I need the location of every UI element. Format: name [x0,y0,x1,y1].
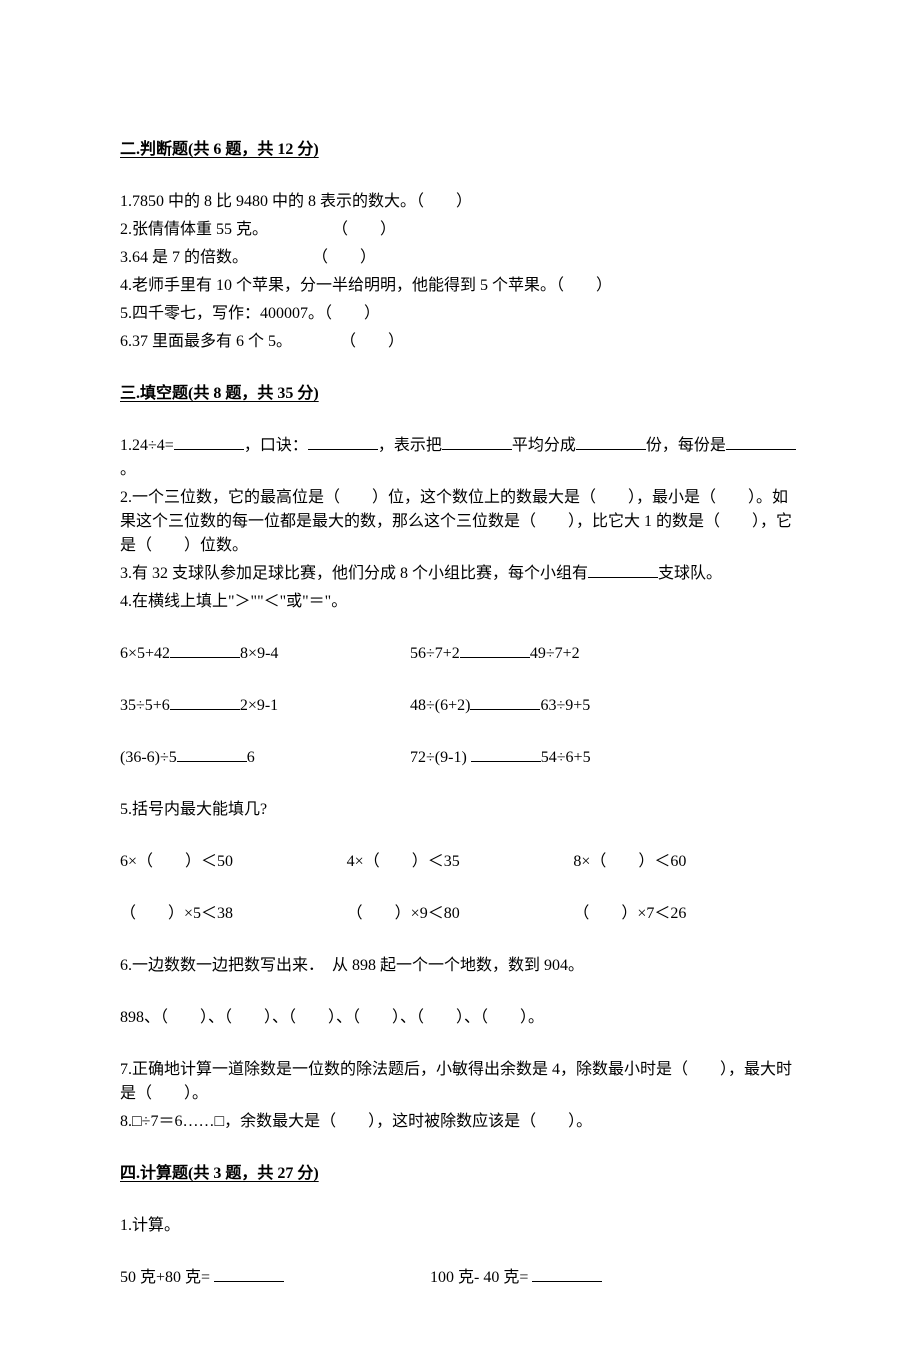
blank[interactable] [177,746,247,762]
fill-q5-intro: 5.括号内最大能填几? [120,798,800,822]
bracket-row-1: 6×（ ）＜50 4×（ ）＜35 8×（ ）＜60 [120,850,800,874]
blank[interactable] [174,434,244,450]
blank[interactable] [470,694,540,710]
judge-q5: 5.四千零七，写作：400007。（ ） [120,302,800,326]
fill-q2: 2.一个三位数，它的最高位是（ ）位，这个数位上的数最大是（ ），最小是（ ）。… [120,486,800,558]
blank[interactable] [576,434,646,450]
bracket-expr: 8×（ ）＜60 [573,850,800,874]
expr: 54÷6+5 [541,749,591,766]
blank[interactable] [214,1266,284,1282]
fill-q4-intro: 4.在横线上填上"＞""＜"或"＝"。 [120,590,800,614]
judge-q1: 1.7850 中的 8 比 9480 中的 8 表示的数大。（ ） [120,190,800,214]
blank[interactable] [588,562,658,578]
bracket-expr: （ ）×9＜80 [347,902,574,926]
fill-q1-part4: 平均分成 [512,437,576,454]
section-4-heading: 四.计算题(共 3 题，共 27 分) [120,1162,800,1186]
fill-q6-line: 898、（ ）、（ ）、（ ）、（ ）、（ ）、（ ）。 [120,1006,800,1030]
expr: 63÷9+5 [540,697,590,714]
fill-q1-part3: ，表示把 [378,437,442,454]
fill-q1-part1: 1.24÷4= [120,437,174,454]
bracket-row-2: （ ）×5＜38 （ ）×9＜80 （ ）×7＜26 [120,902,800,926]
bracket-expr: （ ）×7＜26 [573,902,800,926]
expr: (36-6)÷5 [120,749,177,766]
fill-q8: 8.□÷7＝6……□，余数最大是（ ），这时被除数应该是（ ）。 [120,1110,800,1134]
expr: 72÷(9-1) [410,749,467,766]
expr: 6×5+42 [120,645,170,662]
fill-q1-part5: 份，每份是 [646,437,726,454]
section-2-heading: 二.判断题(共 6 题，共 12 分) [120,138,800,162]
compare-row-1: 6×5+42 8×9-4 56÷7+2 49÷7+2 [120,642,800,666]
bracket-expr: （ ）×5＜38 [120,902,347,926]
expr: 56÷7+2 [410,645,460,662]
expr: 49÷7+2 [530,645,580,662]
expr: 35÷5+6 [120,697,170,714]
blank[interactable] [442,434,512,450]
compare-row-2: 35÷5+6 2×9-1 48÷(6+2) 63÷9+5 [120,694,800,718]
calc-expr: 100 克- 40 克= [430,1269,532,1286]
blank[interactable] [471,746,541,762]
calc-expr: 50 克+80 克= [120,1269,214,1286]
fill-q7: 7.正确地计算一道除数是一位数的除法题后，小敏得出余数是 4，除数最小时是（ ）… [120,1058,800,1106]
blank[interactable] [532,1266,602,1282]
blank[interactable] [726,434,796,450]
blank[interactable] [170,642,240,658]
judge-q4: 4.老师手里有 10 个苹果，分一半给明明，他能得到 5 个苹果。（ ） [120,274,800,298]
blank[interactable] [170,694,240,710]
bracket-expr: 4×（ ）＜35 [347,850,574,874]
calc-row-1: 50 克+80 克= 100 克- 40 克= [120,1266,800,1290]
fill-q3-suffix: 支球队。 [658,565,722,582]
judge-q6: 6.37 里面最多有 6 个 5。 （ ） [120,330,800,354]
compare-row-3: (36-6)÷5 6 72÷(9-1) 54÷6+5 [120,746,800,770]
calc-q1-intro: 1.计算。 [120,1214,800,1238]
expr: 6 [247,749,255,766]
expr: 48÷(6+2) [410,697,470,714]
bracket-expr: 6×（ ）＜50 [120,850,347,874]
judge-q2: 2.张倩倩体重 55 克。 （ ） [120,218,800,242]
fill-q3-prefix: 3.有 32 支球队参加足球比赛，他们分成 8 个小组比赛，每个小组有 [120,565,588,582]
expr: 2×9-1 [240,697,278,714]
fill-q1-part2: ，口诀： [244,437,308,454]
section-3-heading: 三.填空题(共 8 题，共 35 分) [120,382,800,406]
fill-q6-intro: 6.一边数数一边把数写出来． 从 898 起一个一个地数，数到 904。 [120,954,800,978]
blank[interactable] [460,642,530,658]
blank[interactable] [308,434,378,450]
fill-q1: 1.24÷4= ，口诀： ，表示把 平均分成 份，每份是。 [120,434,800,482]
fill-q3: 3.有 32 支球队参加足球比赛，他们分成 8 个小组比赛，每个小组有 支球队。 [120,562,800,586]
fill-q1-end: 。 [120,461,136,478]
judge-q3: 3.64 是 7 的倍数。 （ ） [120,246,800,270]
expr: 8×9-4 [240,645,278,662]
